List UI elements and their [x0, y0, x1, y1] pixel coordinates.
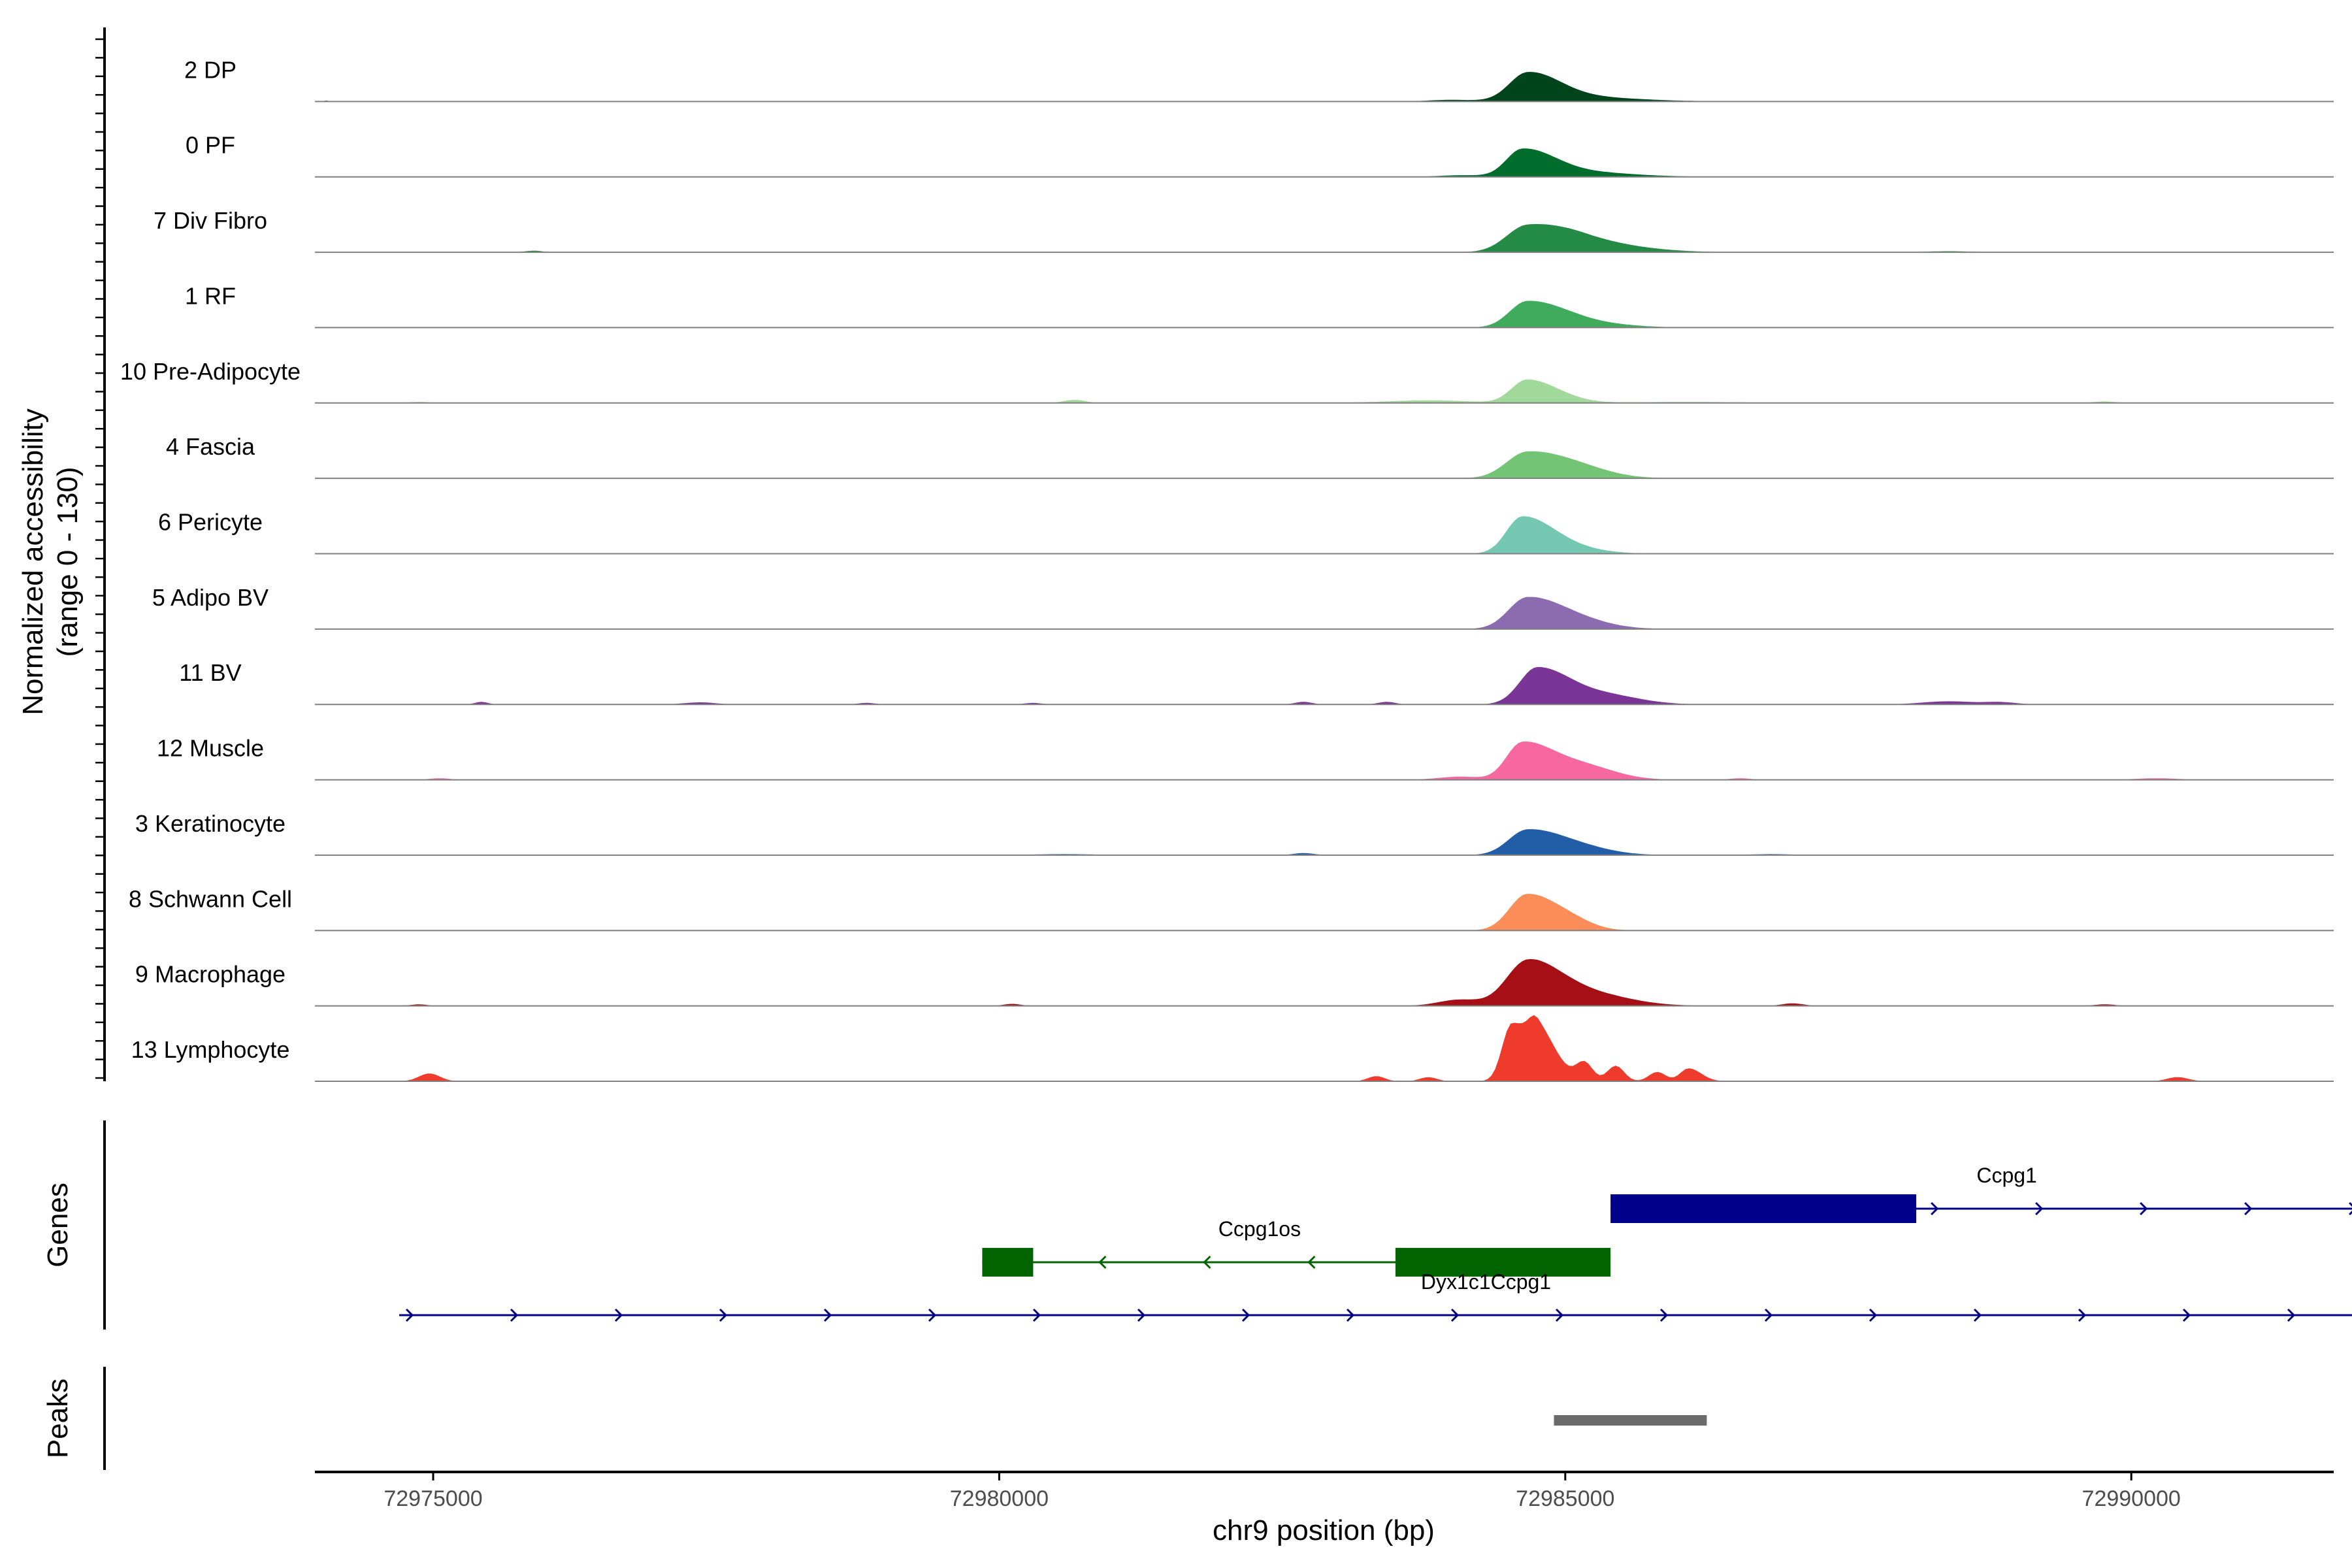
- coverage-area: [315, 829, 2334, 855]
- coverage-area: [315, 1015, 2334, 1081]
- coverage-area: [315, 148, 2334, 177]
- x-tick-label: 72990000: [2082, 1486, 2181, 1511]
- gene-label: Dyx1c1Ccpg1: [1421, 1270, 1551, 1294]
- gene-dyx1c1ccpg1: Dyx1c1Ccpg1: [399, 1270, 2352, 1322]
- genes-panel: Genes Ccpg1 Ccpg1os Dyx1c1Ccpg1: [42, 1120, 2352, 1330]
- strand-arrow: [2287, 1308, 2296, 1322]
- track-8: 5 Adipo BV: [152, 584, 2334, 630]
- coverage-area: [315, 223, 2334, 253]
- coverage-area: [315, 301, 2334, 328]
- track-13: 9 Macrophage: [135, 959, 2334, 1007]
- track-label: 4 Fascia: [166, 433, 255, 460]
- track-label: 1 RF: [185, 282, 236, 309]
- strand-arrow: [1555, 1308, 1564, 1322]
- strand-arrow: [2349, 1201, 2352, 1216]
- track-label: 3 Keratinocyte: [135, 810, 286, 837]
- track-10: 12 Muscle: [157, 735, 2334, 781]
- strand-arrow: [719, 1308, 728, 1322]
- y-axis-title-line1: Normalized accessibility: [17, 408, 49, 715]
- track-5: 10 Pre-Adipocyte: [120, 358, 2334, 404]
- coverage-tracks: 2 DP 0 PF 7 Div Fibro 1 RF 10 Pre-Adipocyte 4…: [120, 56, 2334, 1082]
- coverage-area: [315, 72, 2334, 102]
- track-7: 6 Pericyte: [158, 509, 2334, 555]
- strand-arrow: [2140, 1201, 2148, 1216]
- strand-arrow: [1307, 1255, 1316, 1269]
- strand-arrow: [2182, 1308, 2191, 1322]
- coverage-area: [315, 666, 2334, 705]
- track-3: 7 Div Fibro: [154, 207, 2334, 253]
- track-label: 9 Macrophage: [135, 961, 286, 988]
- x-tick-label: 72985000: [1516, 1486, 1614, 1511]
- gene-label: Ccpg1os: [1218, 1217, 1301, 1241]
- strand-arrow: [1450, 1308, 1460, 1322]
- strand-arrow: [2078, 1308, 2087, 1322]
- track-label: 5 Adipo BV: [152, 584, 269, 611]
- strand-arrow: [1346, 1308, 1355, 1322]
- track-12: 8 Schwann Cell: [129, 885, 2334, 932]
- coverage-area: [315, 516, 2334, 554]
- gene-ccpg1: Ccpg1: [1610, 1164, 2352, 1223]
- track-1: 2 DP: [184, 56, 2334, 103]
- coverage-area: [315, 596, 2334, 629]
- track-9: 11 BV: [179, 659, 2334, 706]
- track-label: 12 Muscle: [157, 735, 264, 762]
- strand-arrow: [1659, 1308, 1669, 1322]
- track-label: 11 BV: [179, 659, 241, 686]
- track-6: 4 Fascia: [166, 433, 2334, 480]
- strand-arrow: [405, 1308, 414, 1322]
- x-ticks: 72975000 72980000 72985000 72990000: [384, 1472, 2181, 1511]
- y-axis-title-line2: (range 0 - 130): [52, 466, 84, 657]
- coverage-area: [315, 959, 2334, 1006]
- strand-arrow: [1137, 1308, 1146, 1322]
- peak-region: [1554, 1415, 1707, 1426]
- peak-regions: [1554, 1415, 1707, 1426]
- track-label: 7 Div Fibro: [154, 207, 267, 234]
- exon-block: [1610, 1194, 1916, 1223]
- strand-arrow: [1032, 1308, 1041, 1322]
- coverage-area: [315, 379, 2334, 403]
- strand-arrow: [510, 1308, 519, 1322]
- genes-axis-title: Genes: [42, 1183, 74, 1267]
- strand-arrow: [1241, 1308, 1250, 1322]
- strand-arrow: [1973, 1308, 1982, 1322]
- strand-arrow: [2035, 1201, 2044, 1216]
- y-axis-title: Normalized accessibility (range 0 - 130): [17, 408, 84, 715]
- exon-block: [1395, 1248, 1611, 1277]
- strand-arrow: [1203, 1255, 1211, 1269]
- gene-ccpg1os: Ccpg1os: [982, 1217, 1611, 1277]
- peaks-axis-title: Peaks: [42, 1379, 74, 1458]
- exon-block: [982, 1248, 1034, 1277]
- coverage-area: [315, 451, 2334, 479]
- track-label: 8 Schwann Cell: [129, 885, 292, 912]
- strand-arrow: [823, 1308, 832, 1322]
- gene-annotations: Ccpg1 Ccpg1os Dyx1c1Ccpg1: [399, 1164, 2352, 1322]
- track-4: 1 RF: [185, 282, 2334, 329]
- track-label: 10 Pre-Adipocyte: [120, 358, 301, 385]
- track-2: 0 PF: [186, 132, 2334, 178]
- track-label: 6 Pericyte: [158, 509, 263, 536]
- strand-arrow: [1098, 1255, 1107, 1269]
- strand-arrow: [614, 1308, 623, 1322]
- x-tick-label: 72975000: [384, 1486, 482, 1511]
- strand-arrow: [2244, 1201, 2253, 1216]
- track-label: 2 DP: [184, 56, 237, 83]
- x-axis-title: chr9 position (bp): [1213, 1514, 1435, 1546]
- strand-arrow: [1931, 1201, 1939, 1216]
- strand-arrow: [928, 1308, 937, 1322]
- coverage-y-axis: [95, 27, 106, 1081]
- coverage-area: [315, 894, 2334, 931]
- track-label: 13 Lymphocyte: [131, 1036, 290, 1063]
- track-11: 3 Keratinocyte: [135, 810, 2334, 856]
- x-axis: 72975000 72980000 72985000 72990000 chr9 po…: [315, 1471, 2334, 1546]
- strand-arrow: [1869, 1308, 1878, 1322]
- strand-arrow: [1764, 1308, 1773, 1322]
- x-tick-label: 72980000: [950, 1486, 1049, 1511]
- track-label: 0 PF: [186, 132, 235, 159]
- peaks-panel: Peaks: [42, 1367, 1707, 1470]
- coverage-area: [315, 741, 2334, 780]
- gene-label: Ccpg1: [1976, 1164, 2037, 1187]
- track-14: 13 Lymphocyte: [131, 1015, 2334, 1082]
